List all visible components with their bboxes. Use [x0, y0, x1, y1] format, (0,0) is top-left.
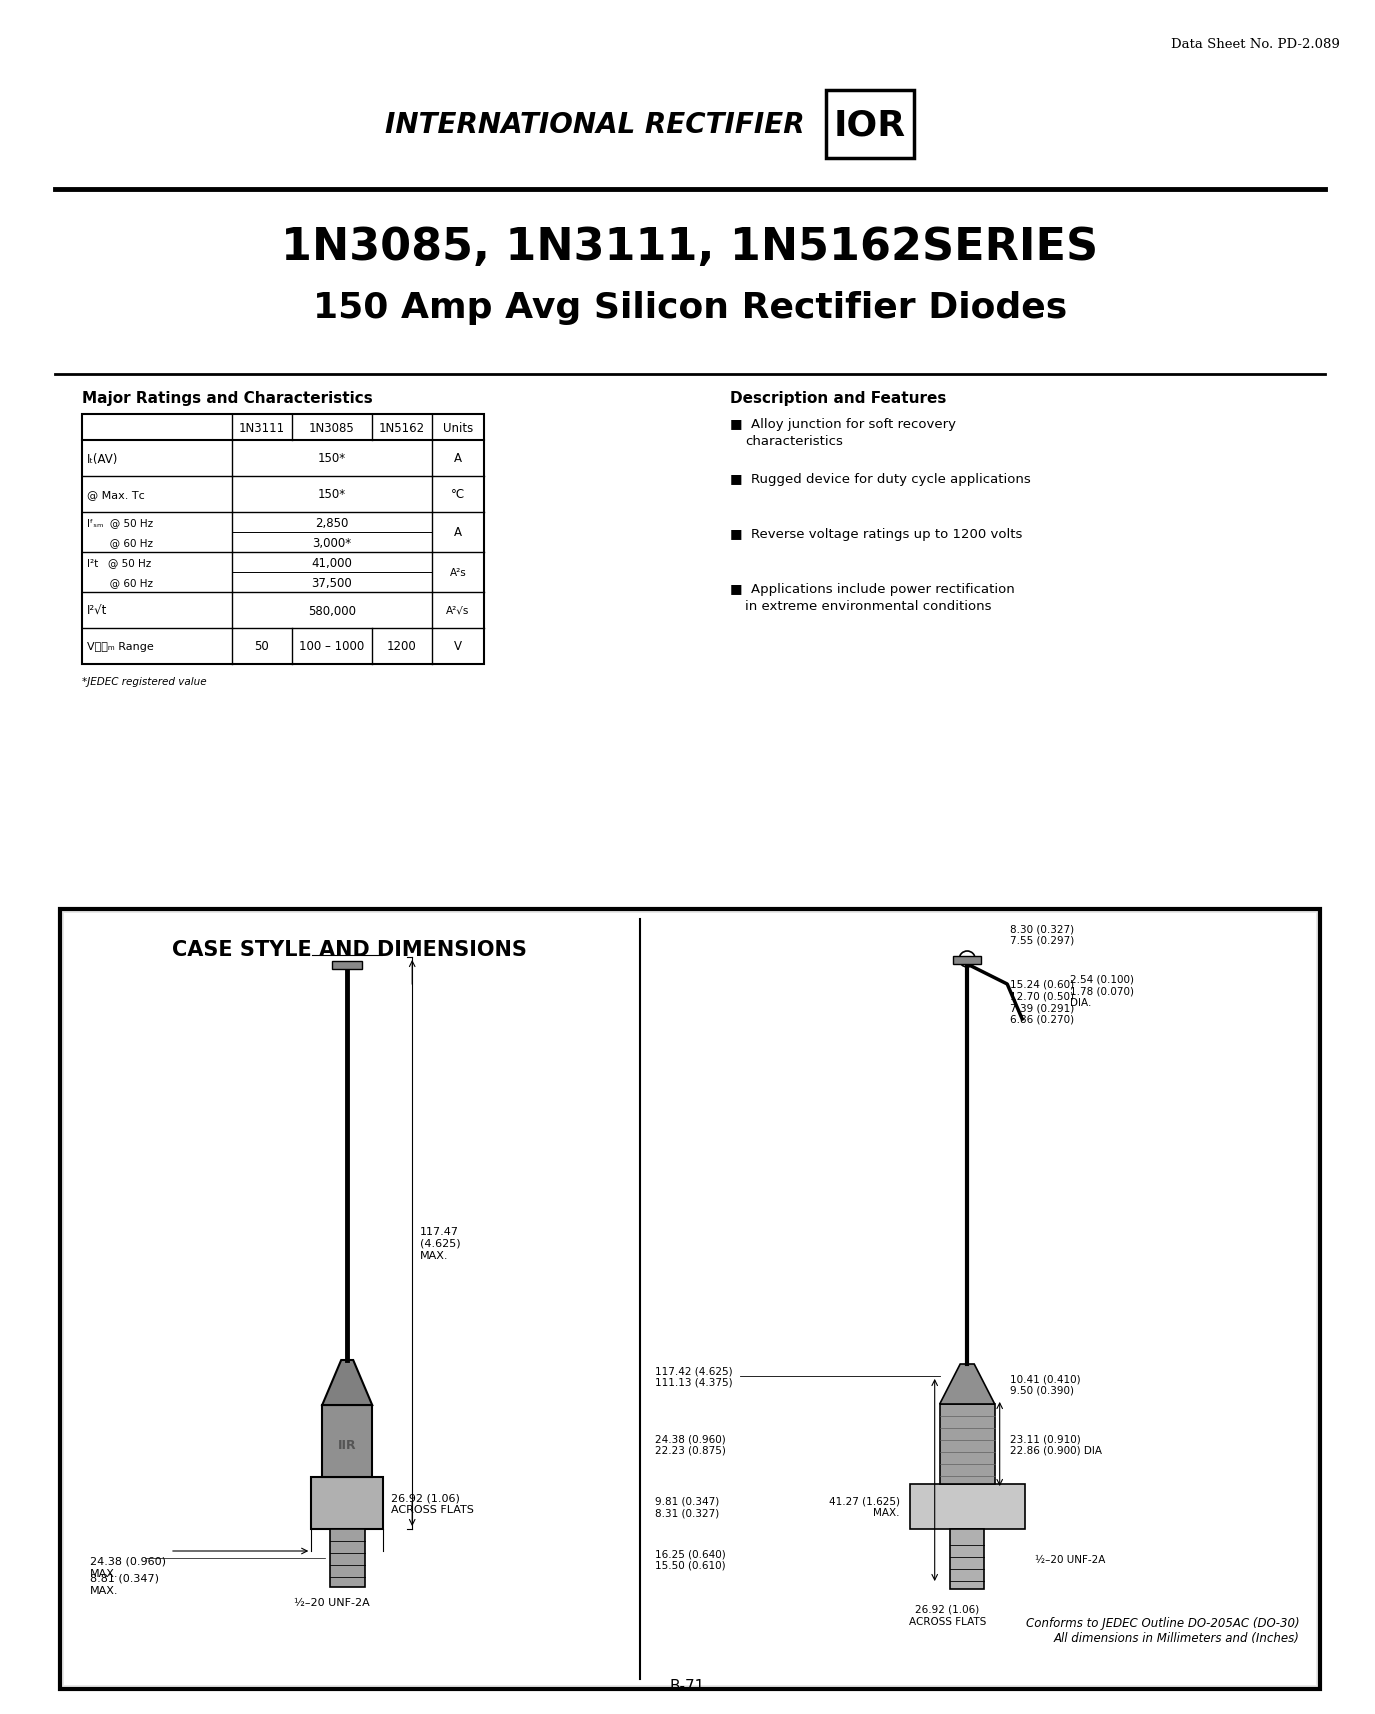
Text: 26.92 (1.06)
ACROSS FLATS: 26.92 (1.06) ACROSS FLATS — [392, 1493, 474, 1513]
Text: 26.92 (1.06)
ACROSS FLATS: 26.92 (1.06) ACROSS FLATS — [909, 1604, 986, 1625]
Text: 10.41 (0.410)
9.50 (0.390): 10.41 (0.410) 9.50 (0.390) — [1009, 1373, 1081, 1395]
Bar — [950, 1529, 984, 1589]
Text: A²√s: A²√s — [447, 605, 470, 615]
Text: 8.81 (0.347)
MAX.: 8.81 (0.347) MAX. — [89, 1573, 160, 1594]
Text: 150 Amp Avg Silicon Rectifier Diodes: 150 Amp Avg Silicon Rectifier Diodes — [314, 291, 1067, 326]
Text: CASE STYLE AND DIMENSIONS: CASE STYLE AND DIMENSIONS — [172, 939, 527, 960]
Text: Units: Units — [443, 422, 473, 434]
Text: ■  Alloy junction for soft recovery: ■ Alloy junction for soft recovery — [730, 418, 956, 430]
Text: A²s: A²s — [450, 567, 466, 578]
Text: Conforms to JEDEC Outline DO-205AC (DO-30)
All dimensions in Millimeters and (In: Conforms to JEDEC Outline DO-205AC (DO-3… — [1026, 1616, 1299, 1644]
Text: 23.11 (0.910)
22.86 (0.900) DIA: 23.11 (0.910) 22.86 (0.900) DIA — [1009, 1433, 1101, 1455]
Text: @ 60 Hz: @ 60 Hz — [87, 538, 153, 548]
Text: B-71: B-71 — [670, 1678, 704, 1693]
Text: °C: °C — [451, 488, 465, 500]
Text: Iᶠₛₘ  @ 50 Hz: Iᶠₛₘ @ 50 Hz — [87, 518, 153, 528]
Text: ■  Rugged device for duty cycle applications: ■ Rugged device for duty cycle applicati… — [730, 473, 1031, 485]
Text: A: A — [454, 452, 462, 464]
Bar — [65, 914, 1316, 1685]
Text: INTERNATIONAL RECTIFIER: INTERNATIONAL RECTIFIER — [385, 111, 804, 139]
Text: 150*: 150* — [318, 488, 346, 500]
Text: 41,000: 41,000 — [312, 555, 352, 569]
Text: Major Ratings and Characteristics: Major Ratings and Characteristics — [82, 391, 373, 405]
Text: 1N3111: 1N3111 — [239, 422, 285, 434]
Text: 1200: 1200 — [388, 639, 417, 653]
Bar — [939, 1404, 994, 1484]
Polygon shape — [939, 1364, 994, 1404]
Text: 1N3085: 1N3085 — [309, 422, 355, 434]
Text: 41.27 (1.625)
MAX.: 41.27 (1.625) MAX. — [829, 1496, 899, 1517]
Text: 2.54 (0.100)
1.78 (0.070)
DIA.: 2.54 (0.100) 1.78 (0.070) DIA. — [1070, 975, 1134, 1008]
Bar — [953, 956, 982, 965]
Text: 24.38 (0.960)
22.23 (0.875): 24.38 (0.960) 22.23 (0.875) — [654, 1433, 726, 1455]
Text: 150*: 150* — [318, 452, 346, 464]
Text: ½–20 UNF-2A: ½–20 UNF-2A — [1035, 1555, 1106, 1565]
Bar — [910, 1484, 1024, 1529]
Text: 1N3085, 1N3111, 1N5162SERIES: 1N3085, 1N3111, 1N5162SERIES — [282, 226, 1099, 269]
Text: IOR: IOR — [833, 108, 906, 142]
Bar — [60, 910, 1320, 1688]
Text: 50: 50 — [254, 639, 270, 653]
Text: 100 – 1000: 100 – 1000 — [300, 639, 364, 653]
Bar — [82, 415, 484, 665]
Text: 8.30 (0.327)
7.55 (0.297): 8.30 (0.327) 7.55 (0.297) — [1009, 924, 1074, 944]
Text: 117.42 (4.625)
111.13 (4.375): 117.42 (4.625) 111.13 (4.375) — [654, 1366, 733, 1387]
Text: I²√t: I²√t — [87, 603, 107, 617]
Text: ½–20 UNF-2A: ½–20 UNF-2A — [294, 1597, 370, 1608]
Text: 16.25 (0.640)
15.50 (0.610): 16.25 (0.640) 15.50 (0.610) — [654, 1548, 726, 1570]
Bar — [330, 1529, 364, 1587]
Text: 15.24 (0.60)
12.70 (0.50)
7.39 (0.291)
6.86 (0.270): 15.24 (0.60) 12.70 (0.50) 7.39 (0.291) 6… — [1009, 979, 1074, 1025]
Text: @ Max. Tᴄ: @ Max. Tᴄ — [87, 490, 144, 500]
Bar — [826, 91, 914, 159]
Text: I²t   @ 50 Hz: I²t @ 50 Hz — [87, 557, 151, 567]
Text: in extreme environmental conditions: in extreme environmental conditions — [745, 600, 991, 612]
Bar — [322, 1405, 373, 1477]
Text: IIR: IIR — [338, 1438, 356, 1452]
Text: 3,000*: 3,000* — [312, 536, 352, 548]
Text: V: V — [454, 639, 462, 653]
Bar — [311, 1477, 384, 1529]
Text: 2,850: 2,850 — [315, 516, 349, 530]
Text: Vᴯᴯₘ Range: Vᴯᴯₘ Range — [87, 641, 154, 651]
Text: ■  Applications include power rectification: ■ Applications include power rectificati… — [730, 583, 1015, 596]
Text: Iₜ(AV): Iₜ(AV) — [87, 452, 118, 464]
Text: ■  Reverse voltage ratings up to 1200 volts: ■ Reverse voltage ratings up to 1200 vol… — [730, 528, 1023, 540]
Text: 117.47
(4.625)
MAX.: 117.47 (4.625) MAX. — [421, 1227, 461, 1260]
Text: *JEDEC registered value: *JEDEC registered value — [82, 677, 206, 687]
Text: Data Sheet No. PD-2.089: Data Sheet No. PD-2.089 — [1172, 38, 1341, 51]
Text: 1N5162: 1N5162 — [380, 422, 425, 434]
Text: Description and Features: Description and Features — [730, 391, 946, 405]
Text: characteristics: characteristics — [745, 435, 843, 447]
Bar — [333, 962, 362, 970]
Polygon shape — [322, 1361, 373, 1405]
Text: 37,500: 37,500 — [312, 576, 352, 590]
Text: 580,000: 580,000 — [308, 603, 356, 617]
Text: 9.81 (0.347)
8.31 (0.327): 9.81 (0.347) 8.31 (0.327) — [654, 1496, 719, 1517]
Text: 24.38 (0.960)
MAX.: 24.38 (0.960) MAX. — [89, 1556, 166, 1577]
Text: A: A — [454, 526, 462, 540]
Text: @ 60 Hz: @ 60 Hz — [87, 578, 153, 588]
